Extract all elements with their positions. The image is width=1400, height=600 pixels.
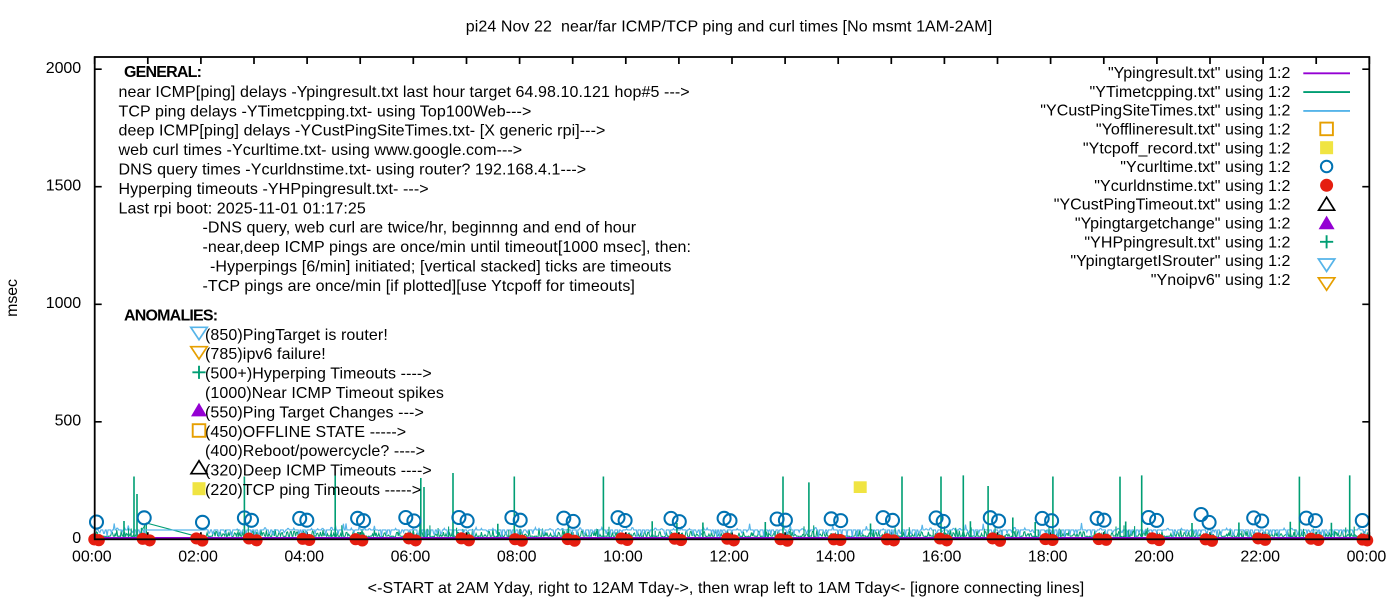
svg-text:1500: 1500: [46, 177, 81, 194]
svg-text:(500+)Hyperping Timeouts ---->: (500+)Hyperping Timeouts ---->: [205, 366, 432, 383]
svg-text:"Ycurldnstime.txt" using 1:2: "Ycurldnstime.txt" using 1:2: [1094, 178, 1290, 195]
svg-text:02:00: 02:00: [178, 549, 218, 566]
svg-text:(400)Reboot/powercycle? ---->: (400)Reboot/powercycle? ---->: [205, 443, 425, 460]
svg-text:"Yofflineresult.txt" using 1:2: "Yofflineresult.txt" using 1:2: [1096, 122, 1291, 139]
svg-text:<-START at 2AM Yday, right to: <-START at 2AM Yday, right to 12AM Tday-…: [368, 580, 1085, 597]
svg-text:(450)OFFLINE STATE ----->: (450)OFFLINE STATE ----->: [205, 424, 406, 441]
svg-text:"Ypingtargetchange" using 1:2: "Ypingtargetchange" using 1:2: [1075, 216, 1291, 233]
svg-text:web curl times -Ycurltime.txt-: web curl times -Ycurltime.txt- using www…: [118, 142, 523, 159]
svg-text:-near,deep ICMP pings are once: -near,deep ICMP pings are once/min until…: [203, 239, 692, 256]
svg-text:22:00: 22:00: [1240, 549, 1280, 566]
svg-text:0: 0: [72, 530, 81, 547]
svg-text:"YpingtargetISrouter" using 1:: "YpingtargetISrouter" using 1:2: [1070, 253, 1290, 270]
svg-text:deep ICMP[ping] delays -YCustP: deep ICMP[ping] delays -YCustPingSiteTim…: [119, 123, 606, 140]
svg-text:-Hyperpings [6/min] initiated;: -Hyperpings [6/min] initiated; [vertical…: [210, 259, 671, 276]
svg-text:pi24 Nov 22 near/far ICMP/TCP: pi24 Nov 22 near/far ICMP/TCP ping and c…: [466, 19, 992, 36]
svg-text:(320)Deep ICMP Timeouts ---->: (320)Deep ICMP Timeouts ---->: [205, 463, 432, 480]
svg-text:GENERAL:: GENERAL:: [124, 64, 201, 81]
svg-text:-DNS query, web curl are twice: -DNS query, web curl are twice/hr, begin…: [203, 220, 637, 237]
svg-text:(850)PingTarget is router!: (850)PingTarget is router!: [205, 327, 388, 344]
svg-text:14:00: 14:00: [816, 549, 856, 566]
svg-text:(220)TCP ping Timeouts ----->: (220)TCP ping Timeouts ----->: [205, 482, 421, 499]
svg-text:20:00: 20:00: [1134, 549, 1174, 566]
svg-text:msec: msec: [4, 279, 21, 317]
svg-text:00:00: 00:00: [1347, 549, 1387, 566]
svg-text:500: 500: [55, 412, 82, 429]
svg-text:10:00: 10:00: [603, 549, 643, 566]
svg-text:12:00: 12:00: [709, 549, 749, 566]
svg-text:Hyperping timeouts -YHPpingres: Hyperping timeouts -YHPpingresult.txt- -…: [119, 181, 429, 198]
svg-text:(550)Ping Target Changes --->: (550)Ping Target Changes --->: [205, 404, 424, 421]
svg-text:TCP ping delays -YTimetcpping.: TCP ping delays -YTimetcpping.txt- using…: [119, 103, 532, 120]
svg-text:18:00: 18:00: [1028, 549, 1068, 566]
svg-text:DNS query times -Ycurldnstime.: DNS query times -Ycurldnstime.txt- using…: [119, 162, 587, 179]
svg-text:"YTimetcpping.txt" using 1:2: "YTimetcpping.txt" using 1:2: [1090, 84, 1291, 101]
svg-text:16:00: 16:00: [922, 549, 962, 566]
svg-text:1000: 1000: [46, 295, 81, 312]
svg-text:"YCustPingSiteTimes.txt" using: "YCustPingSiteTimes.txt" using 1:2: [1040, 103, 1290, 120]
svg-text:08:00: 08:00: [497, 549, 537, 566]
svg-text:"Ytcpoff_record.txt" using 1:2: "Ytcpoff_record.txt" using 1:2: [1083, 140, 1291, 157]
svg-text:"Ynoipv6" using 1:2: "Ynoipv6" using 1:2: [1151, 272, 1291, 289]
svg-text:Last rpi boot: 2025-11-01 01:1: Last rpi boot: 2025-11-01 01:17:25: [119, 200, 366, 217]
svg-text:00:00: 00:00: [72, 549, 112, 566]
svg-text:near ICMP[ping] delays -Ypingr: near ICMP[ping] delays -Ypingresult.txt …: [119, 84, 690, 101]
svg-text:ANOMALIES:: ANOMALIES:: [124, 307, 217, 324]
svg-text:"YCustPingTimeout.txt" using 1: "YCustPingTimeout.txt" using 1:2: [1054, 197, 1291, 214]
svg-text:(1000)Near ICMP Timeout spikes: (1000)Near ICMP Timeout spikes: [205, 385, 444, 402]
svg-text:"Ycurltime.txt" using 1:2: "Ycurltime.txt" using 1:2: [1120, 159, 1290, 176]
svg-text:06:00: 06:00: [391, 549, 431, 566]
svg-text:(785)ipv6 failure!: (785)ipv6 failure!: [205, 346, 326, 363]
svg-text:-TCP pings are once/min [if pl: -TCP pings are once/min [if plotted][use…: [203, 278, 635, 295]
svg-text:2000: 2000: [46, 60, 81, 77]
svg-text:"YHPpingresult.txt" using 1:2: "YHPpingresult.txt" using 1:2: [1084, 234, 1290, 251]
svg-text:04:00: 04:00: [284, 549, 324, 566]
svg-text:"Ypingresult.txt" using 1:2: "Ypingresult.txt" using 1:2: [1108, 65, 1291, 82]
